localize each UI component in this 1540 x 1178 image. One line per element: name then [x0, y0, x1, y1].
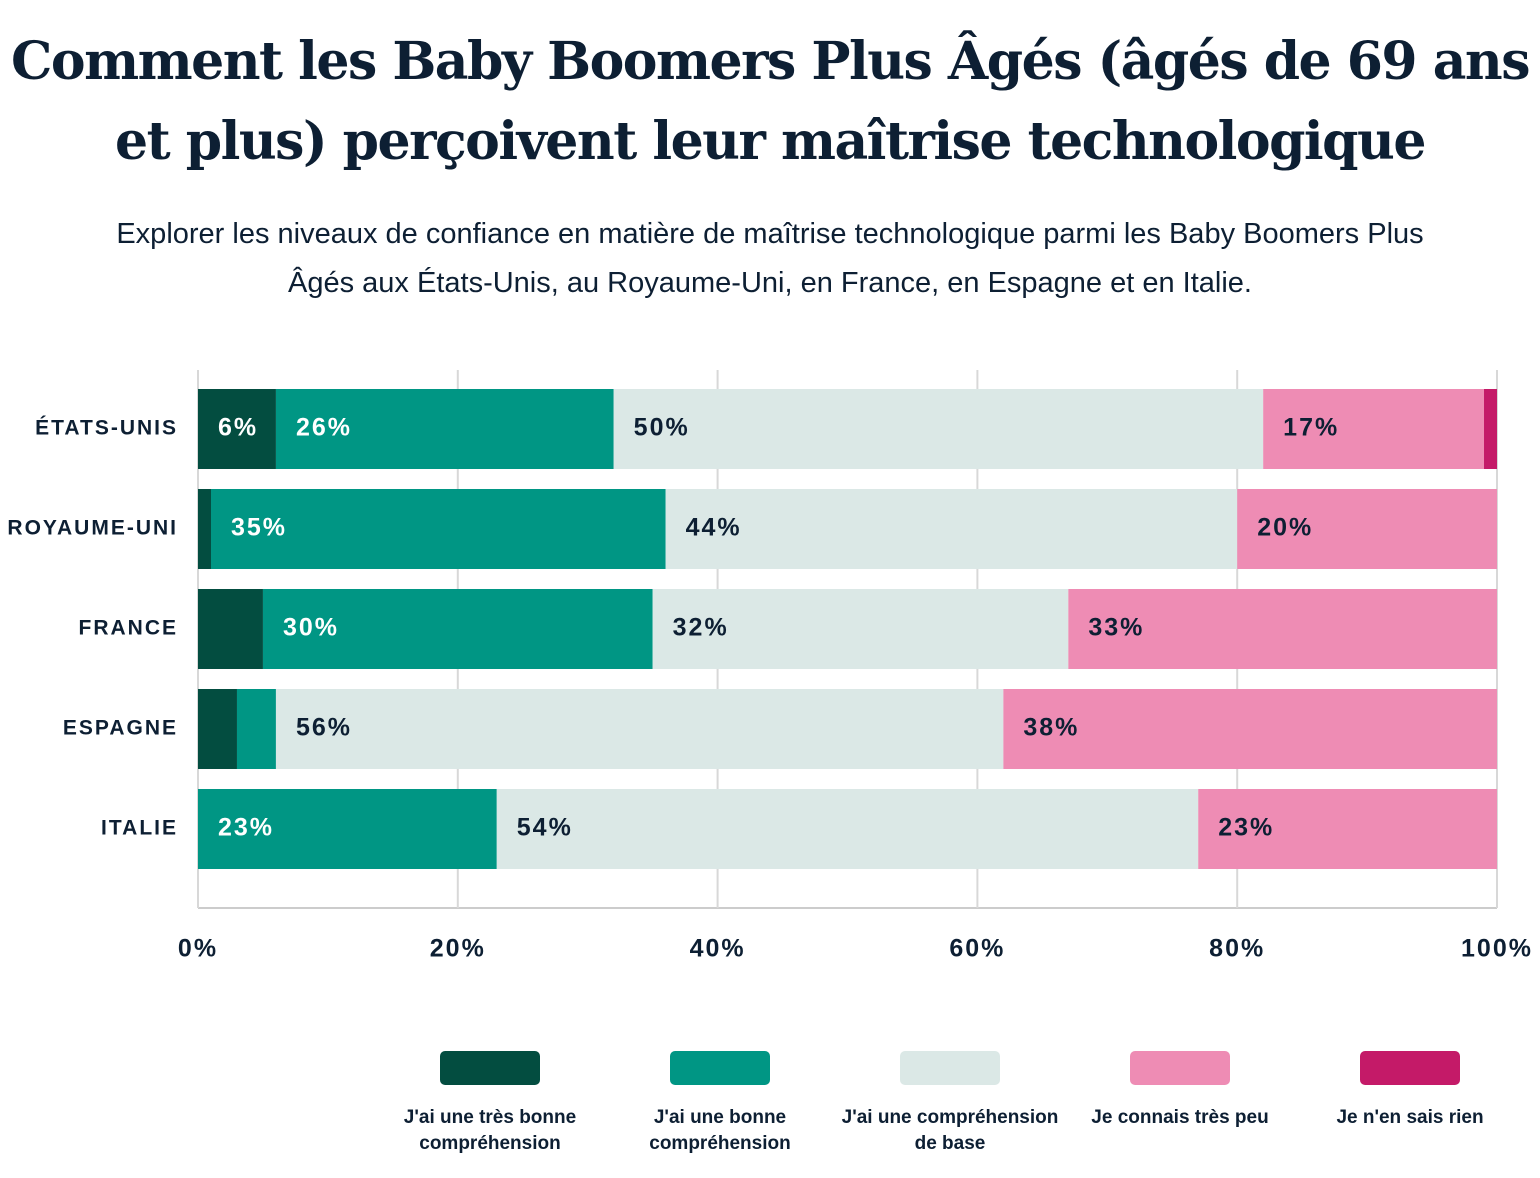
bar-segment	[496, 789, 1199, 869]
value-label: 23%	[218, 814, 274, 842]
y-tick-label: FRANCE	[79, 617, 179, 640]
bar-segment	[1237, 489, 1497, 569]
bar-segment	[262, 589, 653, 669]
value-label: 26%	[296, 414, 352, 442]
bar-segment	[198, 789, 497, 869]
value-label: 54%	[517, 814, 573, 842]
x-tick-label: 0%	[178, 935, 218, 963]
chart-subtitle: Explorer les niveaux de confiance en mat…	[116, 218, 1424, 299]
value-label: 23%	[1218, 814, 1274, 842]
legend-label: Je connais très peu	[1091, 1107, 1269, 1128]
legend-swatch	[440, 1051, 540, 1085]
bar-segment	[198, 489, 211, 569]
legend-label: J'ai une très bonne compréhension	[403, 1107, 577, 1154]
bar-segment	[1263, 389, 1485, 469]
bar-segment	[652, 589, 1069, 669]
bar-segment	[665, 489, 1238, 569]
legend-swatch	[1130, 1051, 1230, 1085]
bar-segment	[198, 589, 263, 669]
value-label: 30%	[283, 614, 339, 642]
x-tick-label: 40%	[690, 935, 746, 963]
y-tick-label: ITALIE	[101, 817, 178, 840]
value-label: 32%	[673, 614, 729, 642]
legend-swatch	[900, 1051, 1000, 1085]
bar-segment	[198, 689, 237, 769]
legend-label: J'ai une compréhension de base	[841, 1107, 1059, 1154]
y-tick-label: ROYAUME-UNI	[7, 517, 178, 540]
legend-label: J'ai une bonne compréhension	[649, 1107, 791, 1154]
bar-segment	[1484, 389, 1497, 469]
x-tick-label: 60%	[949, 935, 1005, 963]
value-label: 38%	[1023, 714, 1079, 742]
value-label: 33%	[1088, 614, 1144, 642]
bar-segment	[1068, 589, 1497, 669]
chart-title: Comment les Baby Boomers Plus Âgés (âgés…	[11, 31, 1530, 172]
value-label: 50%	[634, 414, 690, 442]
x-tick-label: 80%	[1209, 935, 1265, 963]
bar-segment	[210, 489, 666, 569]
bar-segment	[613, 389, 1264, 469]
legend-swatch	[1360, 1051, 1460, 1085]
bar-segment	[236, 689, 276, 769]
bar-segment	[275, 389, 614, 469]
y-tick-label: ESPAGNE	[63, 717, 178, 740]
bar-segment	[1003, 689, 1497, 769]
value-label: 44%	[686, 514, 742, 542]
y-tick-label: ÉTATS-UNIS	[35, 417, 178, 440]
x-tick-label: 100%	[1461, 935, 1533, 963]
value-label: 35%	[231, 514, 287, 542]
bar-segment	[1198, 789, 1497, 869]
x-tick-label: 20%	[430, 935, 486, 963]
legend-swatch	[670, 1051, 770, 1085]
value-label: 56%	[296, 714, 352, 742]
value-label: 17%	[1283, 414, 1339, 442]
bar-segment	[275, 689, 1004, 769]
value-label: 20%	[1257, 514, 1313, 542]
bar-segment	[198, 389, 276, 469]
value-label: 6%	[218, 414, 258, 442]
legend-label: Je n'en sais rien	[1336, 1107, 1484, 1128]
